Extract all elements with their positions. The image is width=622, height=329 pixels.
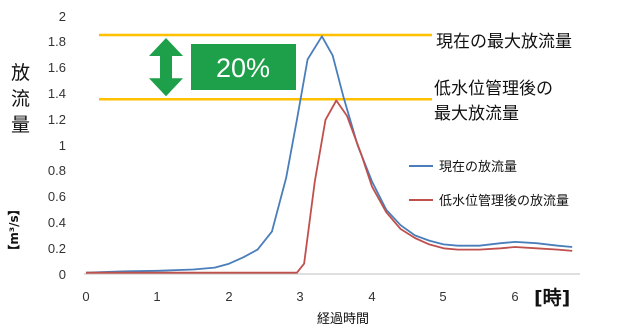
x-tick-label: 3 <box>296 289 303 304</box>
y-tick-label: 1.8 <box>48 34 66 49</box>
x-tick-label: 1 <box>153 289 160 304</box>
x-tick-label: 6 <box>511 289 518 304</box>
reduction-annotation: 20% <box>149 37 296 97</box>
y-axis-unit: 【m³/s】 <box>6 203 21 256</box>
double-arrow-shape <box>149 37 183 97</box>
legend-label-lowered: 低水位管理後の放流量 <box>439 194 569 209</box>
legend: 現在の放流量 低水位管理後の放流量 <box>409 160 569 209</box>
y-tick-label: 2 <box>59 9 66 24</box>
double-arrow-icon <box>149 37 183 97</box>
y-tick-label: 0.8 <box>48 163 66 178</box>
y-tick-labels: 0 0.2 0.4 0.6 0.8 1 1.2 1.4 1.6 1.8 2 <box>48 9 66 282</box>
x-axis-unit: [時] <box>534 287 570 309</box>
y-tick-label: 0 <box>59 267 66 282</box>
x-axis-title: 経過時間 <box>317 312 369 327</box>
y-tick-label: 1 <box>59 138 66 153</box>
y-tick-label: 0.6 <box>48 189 66 204</box>
lowered-max-label-line1: 低水位管理後の <box>434 79 553 99</box>
y-axis-title-char-2: 流 <box>11 88 30 110</box>
reduction-box <box>191 44 296 90</box>
series-line-lowered <box>86 99 573 274</box>
series-line-current <box>85 35 573 274</box>
y-tick-label: 1.2 <box>48 112 66 127</box>
current-max-label: 現在の最大放流量 <box>436 32 572 52</box>
series-layer <box>85 35 573 274</box>
y-tick-label: 0.4 <box>48 215 66 230</box>
reduction-label: 20% <box>216 53 270 83</box>
legend-label-current: 現在の放流量 <box>439 160 517 175</box>
x-tick-label: 0 <box>82 289 89 304</box>
x-tick-label: 2 <box>225 289 232 304</box>
y-axis-title-char-3: 量 <box>11 114 30 136</box>
x-tick-label: 5 <box>439 289 446 304</box>
y-axis-title-char-1: 放 <box>11 62 30 84</box>
y-tick-label: 1.4 <box>48 86 66 101</box>
x-tick-label: 4 <box>368 289 375 304</box>
lowered-max-label-line2: 最大放流量 <box>434 104 519 124</box>
y-tick-label: 0.2 <box>48 241 66 256</box>
y-tick-label: 1.6 <box>48 60 66 75</box>
x-tick-labels: 0 1 2 3 4 5 6 <box>82 289 518 304</box>
